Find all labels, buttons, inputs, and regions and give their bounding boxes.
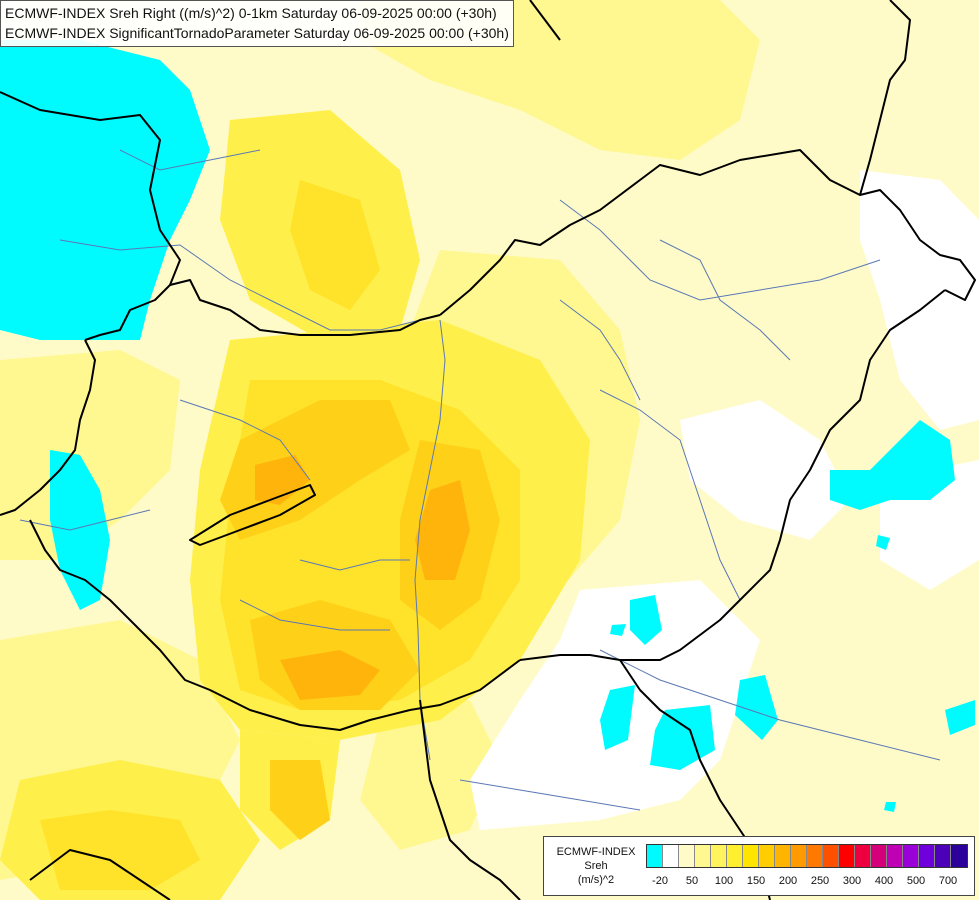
cyan-area-small-3	[884, 802, 896, 812]
legend-swatch	[743, 845, 759, 867]
legend-swatch	[647, 845, 663, 867]
cyan-area-small-2	[610, 624, 626, 636]
legend-swatch	[727, 845, 743, 867]
legend-swatch	[695, 845, 711, 867]
legend-swatch	[711, 845, 727, 867]
legend-swatch	[791, 845, 807, 867]
map-title-line-2: ECMWF-INDEX SignificantTornadoParameter …	[5, 25, 509, 41]
orange-core-south	[280, 650, 380, 700]
cyan-area-small-1	[876, 535, 890, 550]
legend-tick-label: 700	[938, 875, 958, 887]
legend-tick-label: 250	[810, 875, 830, 887]
legend-tick-label: -20	[652, 875, 668, 887]
strong-yellow-area-southwest	[40, 810, 200, 890]
cyan-area-east	[830, 420, 955, 510]
cyan-area-far-east	[945, 700, 975, 735]
legend-swatch	[839, 845, 855, 867]
legend-swatch	[935, 845, 951, 867]
legend-label-model: ECMWF-INDEX	[556, 846, 636, 858]
legend-tick-label: 500	[906, 875, 926, 887]
white-area-east	[680, 400, 850, 540]
map-title-line-1: ECMWF-INDEX Sreh Right ((m/s)^2) 0-1km S…	[5, 5, 497, 21]
cyan-area-northwest	[0, 40, 210, 340]
strong-yellow-area-north	[290, 180, 380, 310]
legend-swatch	[679, 845, 695, 867]
legend-label-variable: Sreh	[584, 860, 608, 872]
legend-swatch	[663, 845, 679, 867]
legend-tick-label: 150	[746, 875, 766, 887]
legend-tick-label: 100	[714, 875, 734, 887]
gold-area-far-south	[270, 760, 330, 840]
orange-core-west	[255, 455, 310, 505]
legend-swatch	[775, 845, 791, 867]
light-yellow-area-west	[0, 350, 180, 560]
color-legend: ECMWF-INDEX Sreh (m/s)^2 -20 50 100 150 200 2…	[543, 836, 975, 896]
legend-swatch	[823, 845, 839, 867]
legend-tick-label: 200	[778, 875, 798, 887]
legend-labels: ECMWF-INDEX Sreh (m/s)^2	[548, 845, 644, 887]
legend-swatch	[919, 845, 935, 867]
legend-label-unit: (m/s)^2	[577, 874, 615, 886]
cyan-area-southeast-2	[600, 685, 635, 750]
legend-swatch	[871, 845, 887, 867]
legend-tick-label: 50	[685, 875, 699, 887]
legend-swatch	[807, 845, 823, 867]
legend-swatch	[903, 845, 919, 867]
river-lines	[19, 149, 941, 811]
legend-tick-label: 300	[842, 875, 862, 887]
white-area-northeast	[860, 170, 979, 430]
legend-swatches	[646, 844, 968, 868]
legend-tick-label: 400	[874, 875, 894, 887]
orange-core-center	[415, 480, 470, 580]
cyan-area-southeast-4	[735, 675, 778, 740]
legend-swatch	[951, 845, 967, 867]
legend-swatch	[887, 845, 903, 867]
gold-area-west	[220, 400, 410, 540]
legend-swatch	[855, 845, 871, 867]
cyan-area-west	[50, 450, 110, 610]
legend-ticks: -20 50 100 150 200 250 300 400 500 700	[646, 875, 976, 891]
map-title-box: ECMWF-INDEX Sreh Right ((m/s)^2) 0-1km S…	[0, 0, 514, 47]
legend-swatch	[759, 845, 775, 867]
cyan-area-southeast-1	[630, 595, 662, 645]
